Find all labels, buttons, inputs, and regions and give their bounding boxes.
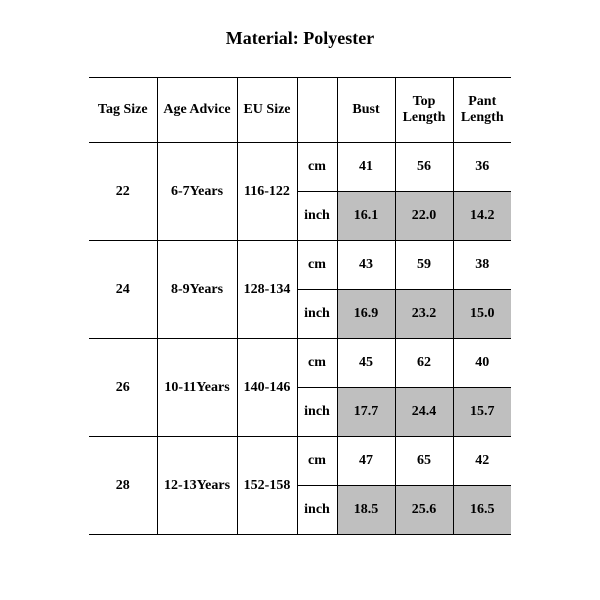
cell-pant-cm: 40 [453,339,511,388]
cell-eu: 128-134 [237,241,297,339]
cell-age: 12-13Years [157,437,237,535]
page: Material: Polyester Tag Size Age Advice … [0,0,600,600]
cell-unit-inch: inch [297,388,337,437]
table-row: 2812-13Years152-158cm476542 [89,437,511,486]
cell-unit-cm: cm [297,339,337,388]
cell-pant-cm: 36 [453,143,511,192]
cell-pant-inch: 14.2 [453,192,511,241]
cell-pant-cm: 38 [453,241,511,290]
cell-age: 10-11Years [157,339,237,437]
col-age-advice: Age Advice [157,78,237,143]
cell-eu: 140-146 [237,339,297,437]
col-unit [297,78,337,143]
cell-bust-cm: 47 [337,437,395,486]
table-body: 226-7Years116-122cm415636inch16.122.014.… [89,143,511,535]
cell-top-inch: 25.6 [395,486,453,535]
col-bust: Bust [337,78,395,143]
cell-eu: 116-122 [237,143,297,241]
col-tag-size: Tag Size [89,78,157,143]
table-row: 2610-11Years140-146cm456240 [89,339,511,388]
table-header-row: Tag Size Age Advice EU Size Bust Top Len… [89,78,511,143]
cell-bust-inch: 17.7 [337,388,395,437]
cell-unit-inch: inch [297,192,337,241]
cell-unit-cm: cm [297,143,337,192]
cell-bust-inch: 16.1 [337,192,395,241]
cell-pant-inch: 15.7 [453,388,511,437]
cell-tag: 22 [89,143,157,241]
cell-top-cm: 62 [395,339,453,388]
cell-top-inch: 22.0 [395,192,453,241]
cell-top-cm: 65 [395,437,453,486]
col-pant-length: Pant Length [453,78,511,143]
cell-pant-cm: 42 [453,437,511,486]
cell-tag: 24 [89,241,157,339]
cell-bust-cm: 41 [337,143,395,192]
cell-bust-inch: 18.5 [337,486,395,535]
table-row: 248-9Years128-134cm435938 [89,241,511,290]
cell-tag: 28 [89,437,157,535]
cell-pant-inch: 15.0 [453,290,511,339]
cell-unit-inch: inch [297,486,337,535]
cell-age: 8-9Years [157,241,237,339]
cell-top-inch: 24.4 [395,388,453,437]
cell-age: 6-7Years [157,143,237,241]
cell-top-inch: 23.2 [395,290,453,339]
size-table: Tag Size Age Advice EU Size Bust Top Len… [89,77,511,535]
cell-pant-inch: 16.5 [453,486,511,535]
col-top-length: Top Length [395,78,453,143]
table-row: 226-7Years116-122cm415636 [89,143,511,192]
cell-eu: 152-158 [237,437,297,535]
col-eu-size: EU Size [237,78,297,143]
cell-bust-cm: 45 [337,339,395,388]
page-title: Material: Polyester [0,28,600,49]
cell-top-cm: 59 [395,241,453,290]
cell-unit-cm: cm [297,437,337,486]
cell-tag: 26 [89,339,157,437]
cell-bust-cm: 43 [337,241,395,290]
cell-top-cm: 56 [395,143,453,192]
cell-unit-inch: inch [297,290,337,339]
cell-bust-inch: 16.9 [337,290,395,339]
cell-unit-cm: cm [297,241,337,290]
